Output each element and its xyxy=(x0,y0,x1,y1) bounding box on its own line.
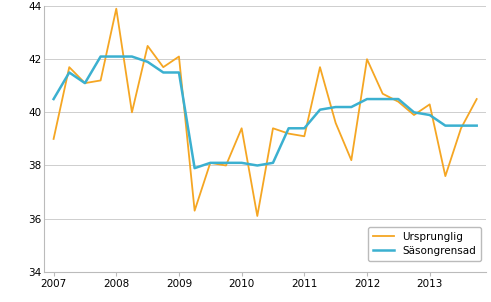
Ursprunglig xyxy=(333,121,339,125)
Säsongrensad xyxy=(442,124,448,127)
Ursprunglig xyxy=(207,161,213,165)
Ursprunglig xyxy=(113,7,119,11)
Ursprunglig xyxy=(474,97,480,101)
Säsongrensad xyxy=(161,71,166,74)
Säsongrensad xyxy=(113,55,119,58)
Säsongrensad xyxy=(395,97,401,101)
Säsongrensad xyxy=(145,60,151,64)
Ursprunglig xyxy=(98,79,104,82)
Säsongrensad xyxy=(411,111,417,114)
Säsongrensad xyxy=(474,124,480,127)
Ursprunglig xyxy=(161,65,166,69)
Ursprunglig xyxy=(66,65,72,69)
Ursprunglig xyxy=(239,127,245,130)
Säsongrensad xyxy=(427,113,433,117)
Säsongrensad xyxy=(333,105,339,109)
Ursprunglig xyxy=(395,100,401,104)
Ursprunglig xyxy=(427,103,433,106)
Line: Ursprunglig: Ursprunglig xyxy=(54,9,477,216)
Säsongrensad xyxy=(191,166,197,170)
Säsongrensad xyxy=(317,108,323,111)
Säsongrensad xyxy=(458,124,464,127)
Säsongrensad xyxy=(223,161,229,165)
Ursprunglig xyxy=(270,127,276,130)
Säsongrensad xyxy=(51,97,56,101)
Ursprunglig xyxy=(145,44,151,48)
Säsongrensad xyxy=(239,161,245,165)
Säsongrensad xyxy=(207,161,213,165)
Ursprunglig xyxy=(349,158,355,162)
Ursprunglig xyxy=(286,132,292,135)
Ursprunglig xyxy=(317,65,323,69)
Ursprunglig xyxy=(254,214,260,218)
Säsongrensad xyxy=(349,105,355,109)
Ursprunglig xyxy=(191,209,197,213)
Line: Säsongrensad: Säsongrensad xyxy=(54,56,477,168)
Säsongrensad xyxy=(66,71,72,74)
Ursprunglig xyxy=(51,137,56,141)
Ursprunglig xyxy=(458,127,464,130)
Ursprunglig xyxy=(176,55,182,58)
Säsongrensad xyxy=(129,55,135,58)
Säsongrensad xyxy=(98,55,104,58)
Legend: Ursprunglig, Säsongrensad: Ursprunglig, Säsongrensad xyxy=(368,227,481,261)
Ursprunglig xyxy=(380,92,385,95)
Ursprunglig xyxy=(364,57,370,61)
Ursprunglig xyxy=(301,134,307,138)
Säsongrensad xyxy=(301,127,307,130)
Ursprunglig xyxy=(82,81,88,85)
Ursprunglig xyxy=(129,111,135,114)
Säsongrensad xyxy=(254,164,260,167)
Säsongrensad xyxy=(286,127,292,130)
Säsongrensad xyxy=(364,97,370,101)
Ursprunglig xyxy=(223,164,229,167)
Säsongrensad xyxy=(82,81,88,85)
Säsongrensad xyxy=(380,97,385,101)
Säsongrensad xyxy=(270,161,276,165)
Ursprunglig xyxy=(411,113,417,117)
Ursprunglig xyxy=(442,174,448,178)
Säsongrensad xyxy=(176,71,182,74)
